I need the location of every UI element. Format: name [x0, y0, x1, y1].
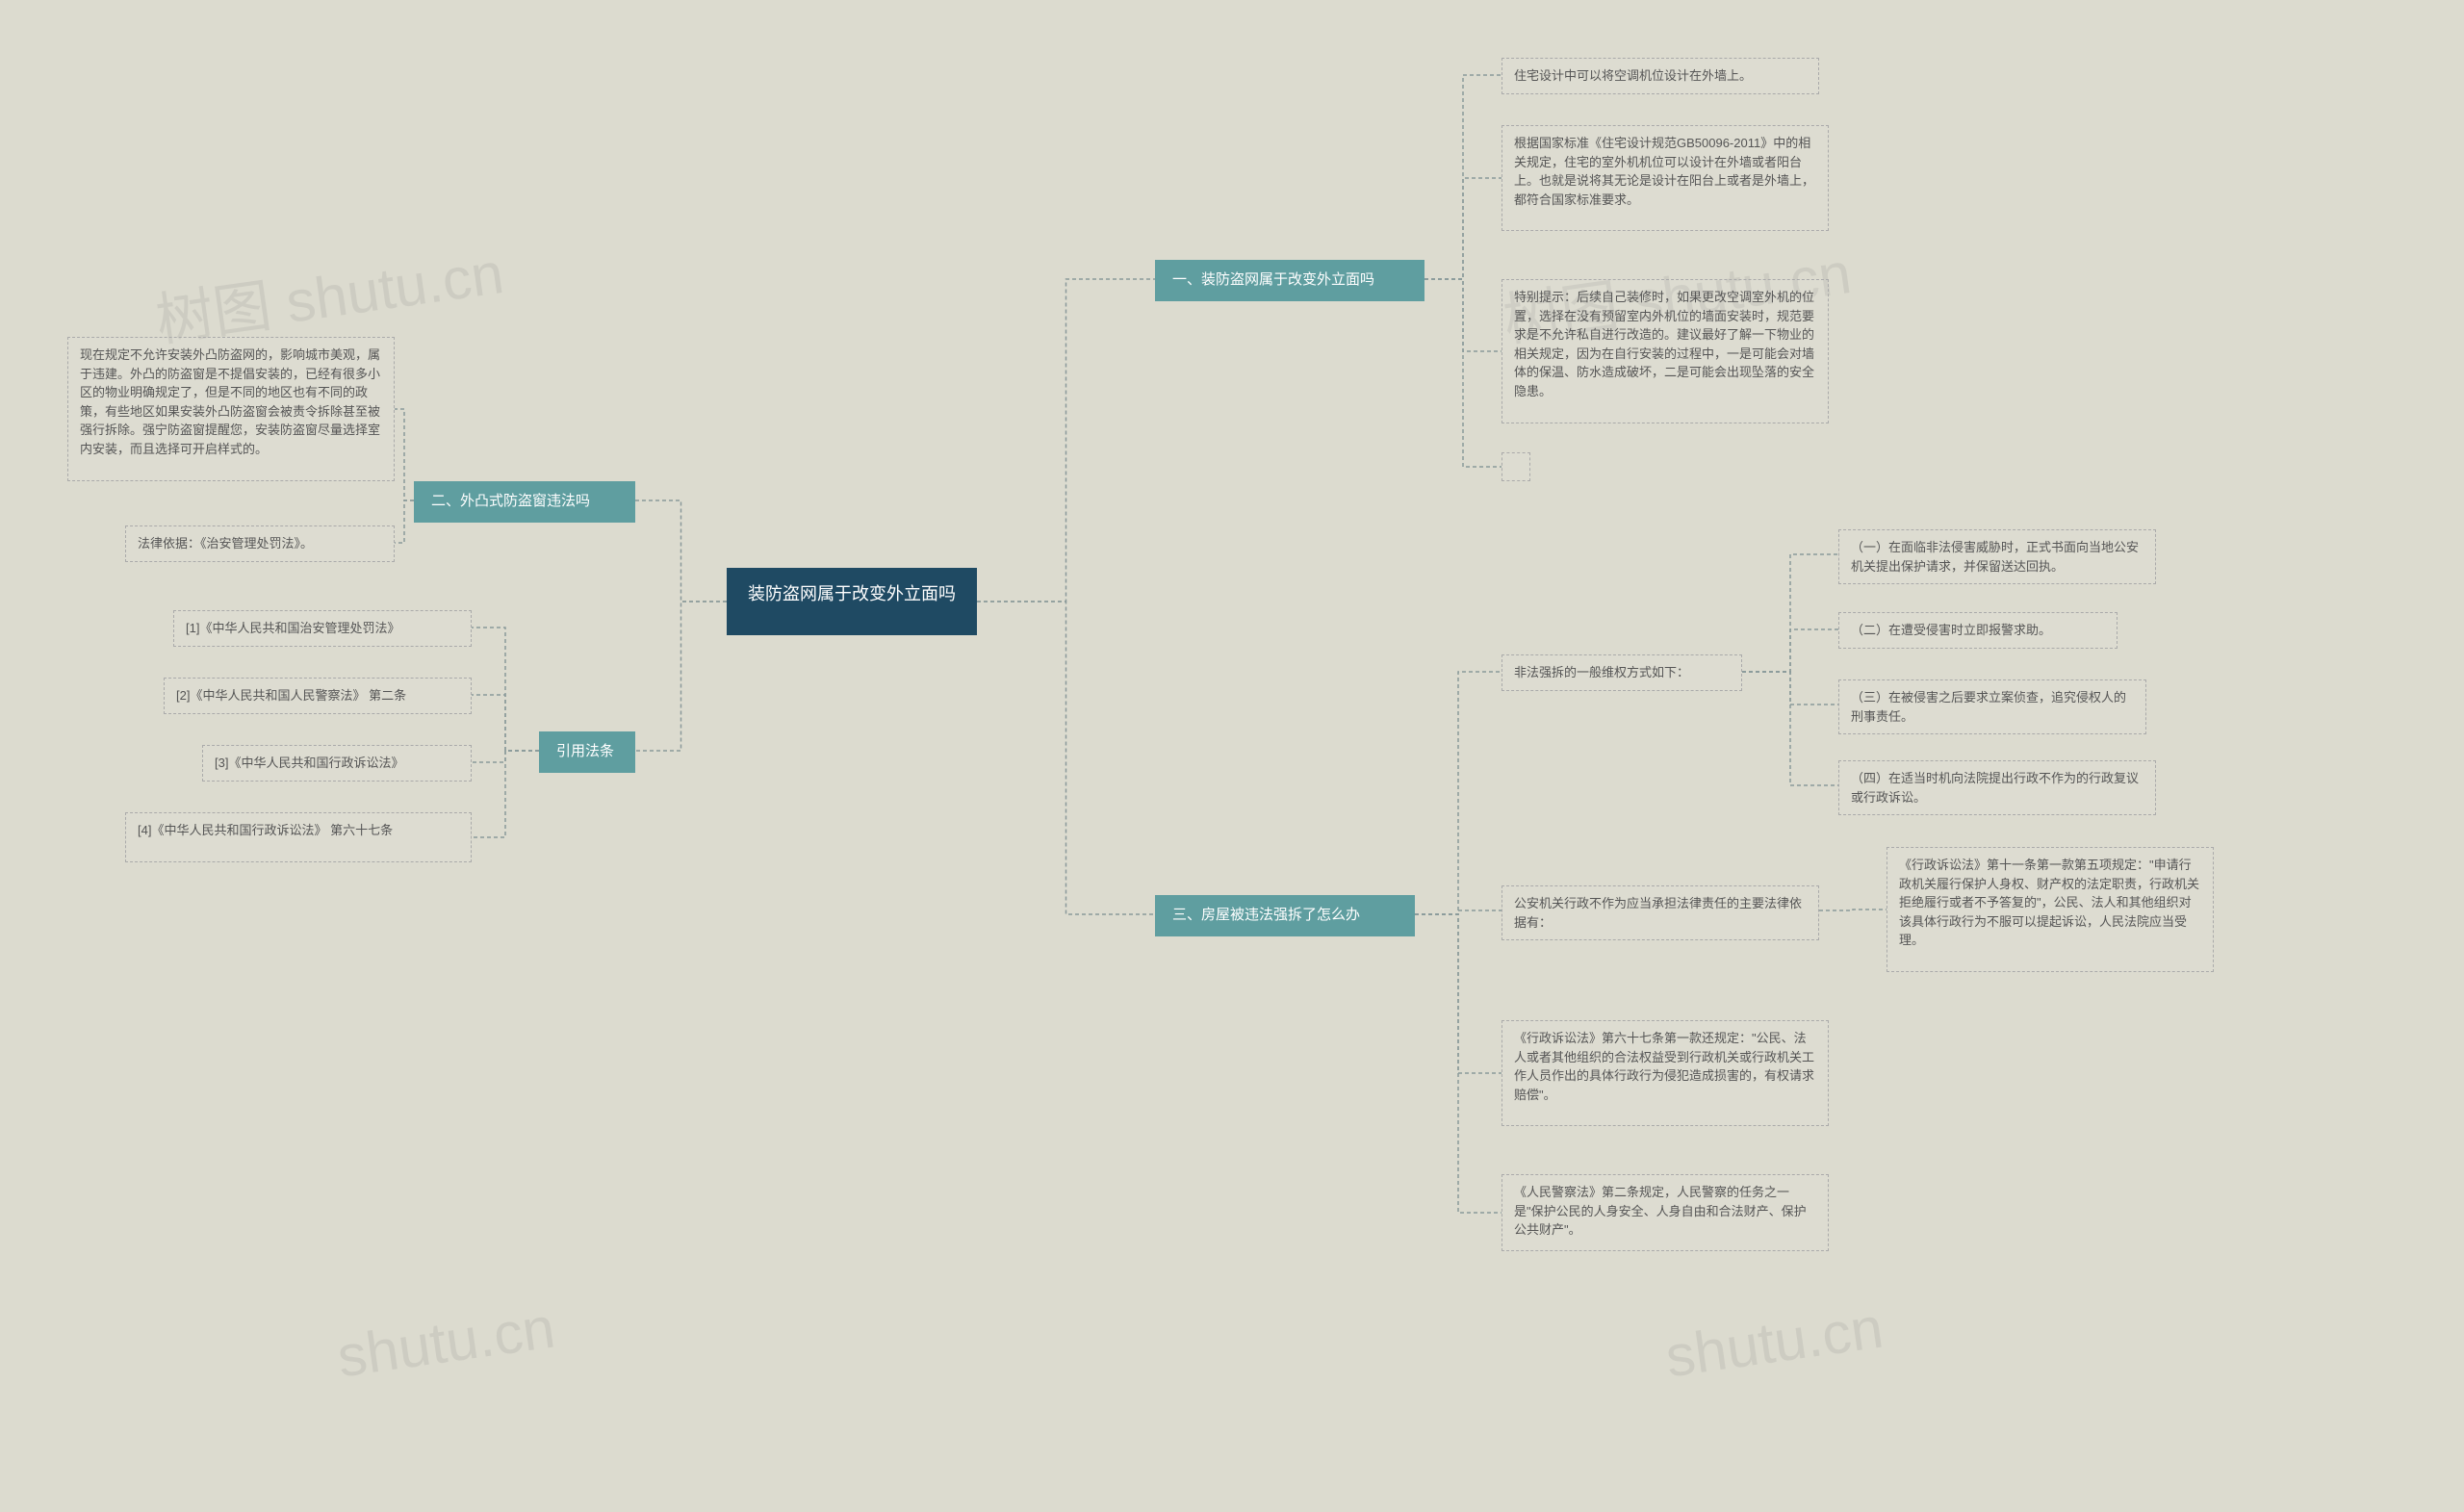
- branch-node-label: 三、房屋被违法强拆了怎么办: [1172, 907, 1360, 923]
- branch-node: 三、房屋被违法强拆了怎么办: [1155, 895, 1415, 936]
- leaf-node-label: （一）在面临非法侵害威胁时，正式书面向当地公安机关提出保护请求，并保留送达回执。: [1851, 540, 2139, 574]
- leaf-node: [3]《中华人民共和国行政诉讼法》: [202, 745, 472, 782]
- leaf-node: （三）在被侵害之后要求立案侦查，追究侵权人的刑事责任。: [1838, 679, 2146, 734]
- leaf-node-label: 住宅设计中可以将空调机位设计在外墙上。: [1514, 68, 1752, 83]
- leaf-node: 《行政诉讼法》第十一条第一款第五项规定："申请行政机关履行保护人身权、财产权的法…: [1886, 847, 2214, 972]
- leaf-node-label: 公安机关行政不作为应当承担法律责任的主要法律依据有：: [1514, 896, 1802, 930]
- leaf-node: [2]《中华人民共和国人民警察法》 第二条: [164, 678, 472, 714]
- leaf-node: 特别提示：后续自己装修时，如果更改空调室外机的位置，选择在没有预留室内外机位的墙…: [1502, 279, 1829, 423]
- leaf-node-label: 《行政诉讼法》第六十七条第一款还规定："公民、法人或者其他组织的合法权益受到行政…: [1514, 1031, 1814, 1102]
- watermark: shutu.cn: [333, 1294, 558, 1391]
- branch-node: 一、装防盗网属于改变外立面吗: [1155, 260, 1424, 301]
- leaf-node: 住宅设计中可以将空调机位设计在外墙上。: [1502, 58, 1819, 94]
- leaf-node: （一）在面临非法侵害威胁时，正式书面向当地公安机关提出保护请求，并保留送达回执。: [1838, 529, 2156, 584]
- branch-node: 引用法条: [539, 731, 635, 773]
- leaf-node-label: [4]《中华人民共和国行政诉讼法》 第六十七条: [138, 823, 393, 837]
- branch-node-label: 二、外凸式防盗窗违法吗: [431, 493, 590, 509]
- branch-node: 二、外凸式防盗窗违法吗: [414, 481, 635, 523]
- leaf-node: （二）在遭受侵害时立即报警求助。: [1838, 612, 2118, 649]
- leaf-node: 《人民警察法》第二条规定，人民警察的任务之一是"保护公民的人身安全、人身自由和合…: [1502, 1174, 1829, 1251]
- leaf-node-label: [1]《中华人民共和国治安管理处罚法》: [186, 621, 399, 635]
- leaf-node: [1502, 452, 1530, 481]
- mindmap-canvas: 树图 shutu.cn树图 shutu.cnshutu.cnshutu.cn装防…: [0, 0, 2464, 1512]
- leaf-node-label: 现在规定不允许安装外凸防盗网的，影响城市美观，属于违建。外凸的防盗窗是不提倡安装…: [80, 347, 380, 456]
- leaf-node-label: （三）在被侵害之后要求立案侦查，追究侵权人的刑事责任。: [1851, 690, 2126, 724]
- leaf-node: [1]《中华人民共和国治安管理处罚法》: [173, 610, 472, 647]
- leaf-node: 法律依据：《治安管理处罚法》。: [125, 525, 395, 562]
- leaf-node-label: 根据国家标准《住宅设计规范GB50096-2011》中的相关规定，住宅的室外机机…: [1514, 136, 1814, 207]
- leaf-node-label: （四）在适当时机向法院提出行政不作为的行政复议或行政诉讼。: [1851, 771, 2139, 805]
- leaf-node-label: 《人民警察法》第二条规定，人民警察的任务之一是"保护公民的人身安全、人身自由和合…: [1514, 1185, 1807, 1237]
- leaf-node-label: 法律依据：《治安管理处罚法》。: [138, 536, 313, 551]
- leaf-node: 根据国家标准《住宅设计规范GB50096-2011》中的相关规定，住宅的室外机机…: [1502, 125, 1829, 231]
- leaf-node: [4]《中华人民共和国行政诉讼法》 第六十七条: [125, 812, 472, 862]
- leaf-node-label: 非法强拆的一般维权方式如下：: [1514, 665, 1689, 679]
- leaf-node-label: 《行政诉讼法》第十一条第一款第五项规定："申请行政机关履行保护人身权、财产权的法…: [1899, 858, 2199, 947]
- watermark: shutu.cn: [1661, 1294, 1886, 1391]
- leaf-node: （四）在适当时机向法院提出行政不作为的行政复议或行政诉讼。: [1838, 760, 2156, 815]
- root-node-label: 装防盗网属于改变外立面吗: [748, 584, 956, 603]
- leaf-node: 现在规定不允许安装外凸防盗网的，影响城市美观，属于违建。外凸的防盗窗是不提倡安装…: [67, 337, 395, 481]
- branch-node-label: 引用法条: [556, 743, 614, 759]
- leaf-node-label: 特别提示：后续自己装修时，如果更改空调室外机的位置，选择在没有预留室内外机位的墙…: [1514, 290, 1814, 398]
- root-node: 装防盗网属于改变外立面吗: [727, 568, 977, 635]
- leaf-node-label: [2]《中华人民共和国人民警察法》 第二条: [176, 688, 406, 703]
- leaf-node-label: [3]《中华人民共和国行政诉讼法》: [215, 756, 403, 770]
- leaf-node: 公安机关行政不作为应当承担法律责任的主要法律依据有：: [1502, 885, 1819, 940]
- leaf-node: 《行政诉讼法》第六十七条第一款还规定："公民、法人或者其他组织的合法权益受到行政…: [1502, 1020, 1829, 1126]
- leaf-node: 非法强拆的一般维权方式如下：: [1502, 654, 1742, 691]
- leaf-node-label: （二）在遭受侵害时立即报警求助。: [1851, 623, 2051, 637]
- branch-node-label: 一、装防盗网属于改变外立面吗: [1172, 271, 1374, 288]
